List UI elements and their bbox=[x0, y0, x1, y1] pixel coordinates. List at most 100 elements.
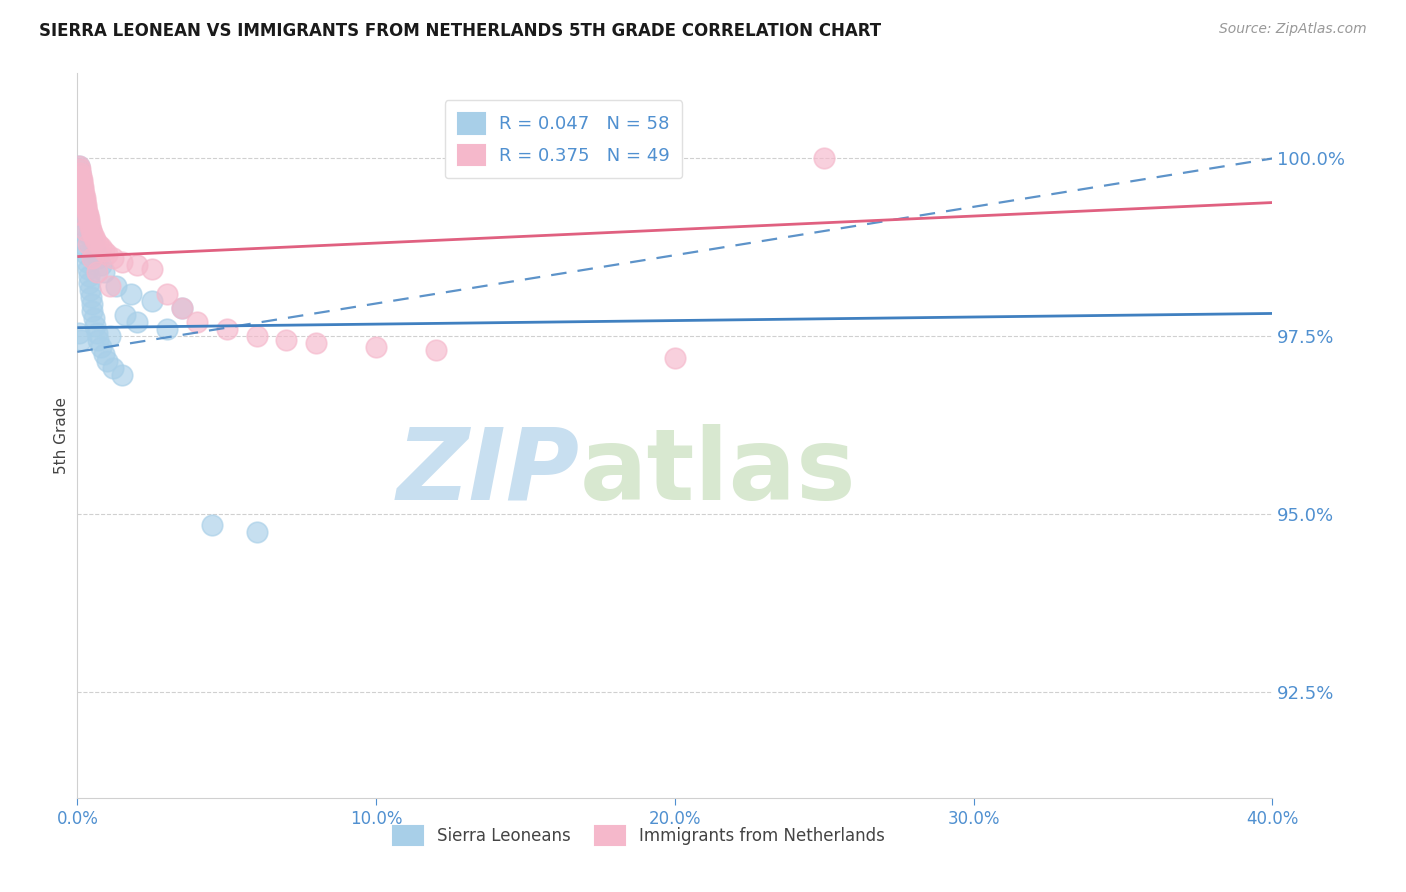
Point bbox=[80, 297, 103, 311]
Point bbox=[77, 236, 100, 251]
Point bbox=[86, 326, 108, 340]
Point bbox=[75, 233, 97, 247]
Point bbox=[75, 240, 97, 254]
Point bbox=[366, 340, 388, 354]
Point bbox=[90, 240, 112, 254]
Point bbox=[70, 208, 93, 222]
Point bbox=[83, 311, 105, 326]
Point bbox=[79, 222, 101, 236]
Point bbox=[75, 247, 97, 261]
Point bbox=[73, 226, 96, 240]
Point bbox=[70, 180, 93, 194]
Point bbox=[96, 354, 118, 368]
Point bbox=[82, 226, 104, 240]
Point bbox=[79, 283, 101, 297]
Text: ZIP: ZIP bbox=[396, 424, 579, 521]
Point bbox=[69, 169, 91, 184]
Point bbox=[111, 254, 134, 268]
Point bbox=[246, 329, 269, 343]
Point bbox=[76, 254, 98, 268]
Point bbox=[87, 236, 110, 251]
Point bbox=[70, 190, 93, 204]
Point bbox=[67, 159, 90, 173]
Point bbox=[305, 336, 328, 351]
Point bbox=[114, 308, 136, 322]
Point bbox=[84, 318, 107, 333]
Point bbox=[70, 197, 93, 211]
Point bbox=[276, 333, 298, 347]
Point bbox=[80, 290, 103, 304]
Point bbox=[77, 211, 100, 226]
Point bbox=[103, 251, 124, 265]
Point bbox=[141, 261, 163, 276]
Point bbox=[201, 517, 224, 532]
Point bbox=[80, 251, 103, 265]
Point bbox=[73, 219, 96, 233]
Point bbox=[70, 169, 93, 184]
Point bbox=[246, 524, 269, 539]
Point bbox=[127, 315, 149, 329]
Point bbox=[67, 159, 90, 173]
Point bbox=[156, 286, 179, 301]
Point bbox=[70, 177, 93, 191]
Point bbox=[70, 184, 93, 198]
Point bbox=[75, 201, 97, 215]
Point bbox=[170, 301, 193, 315]
Point bbox=[93, 265, 115, 279]
Point bbox=[86, 265, 108, 279]
Point bbox=[67, 326, 90, 340]
Point bbox=[73, 190, 96, 204]
Point bbox=[73, 194, 96, 208]
Point bbox=[69, 166, 91, 180]
Point bbox=[77, 215, 100, 229]
Point bbox=[69, 162, 91, 177]
Point bbox=[79, 215, 101, 229]
Point bbox=[76, 261, 98, 276]
Point bbox=[70, 173, 93, 187]
Text: Source: ZipAtlas.com: Source: ZipAtlas.com bbox=[1219, 22, 1367, 37]
Point bbox=[80, 222, 103, 236]
Point bbox=[77, 268, 100, 283]
Point bbox=[76, 204, 98, 219]
Point bbox=[72, 204, 94, 219]
Text: SIERRA LEONEAN VS IMMIGRANTS FROM NETHERLANDS 5TH GRADE CORRELATION CHART: SIERRA LEONEAN VS IMMIGRANTS FROM NETHER… bbox=[39, 22, 882, 40]
Point bbox=[79, 219, 101, 233]
Point bbox=[75, 201, 97, 215]
Point bbox=[72, 186, 94, 201]
Point bbox=[84, 233, 107, 247]
Point bbox=[73, 186, 96, 201]
Point bbox=[90, 258, 112, 272]
Point bbox=[82, 304, 104, 318]
Point bbox=[96, 247, 118, 261]
Point bbox=[120, 286, 142, 301]
Point bbox=[70, 333, 93, 347]
Point bbox=[75, 194, 97, 208]
Point bbox=[67, 162, 90, 177]
Point bbox=[98, 279, 121, 293]
Point bbox=[111, 368, 134, 383]
Point bbox=[170, 301, 193, 315]
Point bbox=[90, 340, 112, 354]
Point bbox=[75, 197, 97, 211]
Point bbox=[69, 173, 91, 187]
Point bbox=[186, 315, 208, 329]
Point bbox=[141, 293, 163, 308]
Point bbox=[98, 329, 121, 343]
Point bbox=[127, 258, 149, 272]
Point bbox=[79, 276, 101, 290]
Point bbox=[72, 184, 94, 198]
Point bbox=[73, 222, 96, 236]
Point bbox=[425, 343, 447, 358]
Point bbox=[67, 184, 90, 198]
Point bbox=[664, 351, 686, 365]
Point bbox=[69, 177, 91, 191]
Point bbox=[69, 166, 91, 180]
Point bbox=[86, 251, 108, 265]
Point bbox=[72, 180, 94, 194]
Point bbox=[72, 211, 94, 226]
Point bbox=[87, 333, 110, 347]
Point bbox=[93, 347, 115, 361]
Point bbox=[105, 279, 128, 293]
Point bbox=[813, 152, 835, 166]
Point bbox=[215, 322, 238, 336]
